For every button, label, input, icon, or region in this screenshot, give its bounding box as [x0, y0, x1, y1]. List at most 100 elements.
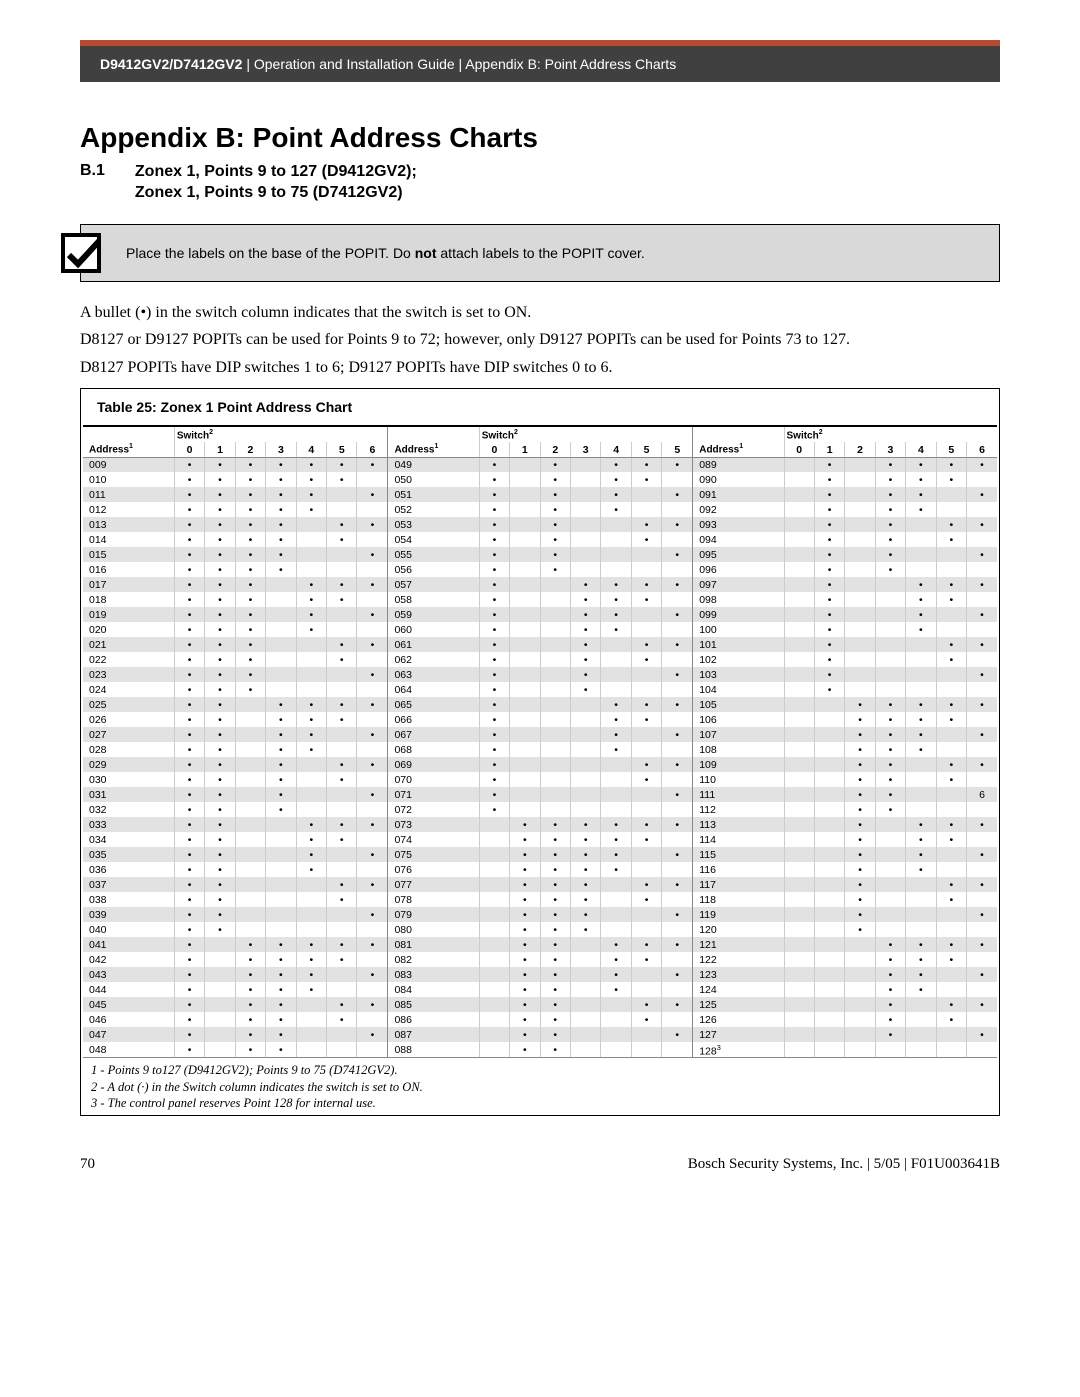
switch-cell: [784, 637, 814, 652]
switch-cell: •: [205, 637, 235, 652]
addr-cell: 075: [388, 847, 479, 862]
switch-cell: [875, 907, 905, 922]
switch-cell: [235, 757, 265, 772]
switch-cell: •: [327, 757, 357, 772]
switch-cell: •: [357, 517, 387, 532]
switch-cell: •: [327, 772, 357, 787]
switch-cell: •: [601, 457, 631, 472]
switch-cell: •: [631, 832, 661, 847]
switch-cell: •: [936, 472, 966, 487]
addr-cell: 039: [83, 907, 174, 922]
addr-cell: 089: [693, 457, 784, 472]
switch-cell: [235, 787, 265, 802]
switch-cell: •: [662, 757, 692, 772]
addr-cell: 123: [693, 967, 784, 982]
addr-cell: 032: [83, 802, 174, 817]
switch-cell: •: [845, 712, 875, 727]
switch-cell: [479, 1027, 509, 1042]
switch-cell: •: [266, 517, 296, 532]
switch-cell: •: [631, 937, 661, 952]
switch-cell: [784, 532, 814, 547]
switch-cell: •: [906, 472, 936, 487]
switch-cell: •: [479, 487, 509, 502]
switch-cell: [814, 982, 844, 997]
addr-cell: 023: [83, 667, 174, 682]
switch-cell: [601, 772, 631, 787]
switch-cell: [936, 907, 966, 922]
switch-cell: [570, 787, 600, 802]
addr-cell: 044: [83, 982, 174, 997]
switch-cell: •: [296, 487, 326, 502]
switch-cell: [784, 877, 814, 892]
switch-cell: [510, 757, 540, 772]
addr-cell: 098: [693, 592, 784, 607]
switch-cell: •: [174, 757, 204, 772]
switch-cell: [814, 997, 844, 1012]
switch-cell: •: [631, 757, 661, 772]
switch-cell: •: [327, 592, 357, 607]
switch-cell: [631, 787, 661, 802]
switch-cell: [784, 757, 814, 772]
switch-cell: •: [357, 937, 387, 952]
switch-cell: [936, 562, 966, 577]
switch-cell: [784, 982, 814, 997]
switch-cell: [510, 502, 540, 517]
switch-cell: •: [845, 742, 875, 757]
switch-cell: •: [967, 907, 997, 922]
switch-cell: •: [936, 592, 966, 607]
switch-cell: •: [601, 982, 631, 997]
switch-cell: •: [875, 1012, 905, 1027]
switch-cell: •: [357, 547, 387, 562]
addr-cell: 063: [388, 667, 479, 682]
switch-cell: •: [235, 577, 265, 592]
addr-cell: 048: [83, 1042, 174, 1057]
switch-cell: •: [357, 577, 387, 592]
addr-cell: 060: [388, 622, 479, 637]
switch-cell: [235, 877, 265, 892]
switch-cell: [631, 622, 661, 637]
switch-cell: •: [266, 787, 296, 802]
switch-cell: •: [906, 712, 936, 727]
switch-cell: •: [906, 937, 936, 952]
switch-cell: •: [540, 892, 570, 907]
switch-cell: [327, 727, 357, 742]
switch-cell: •: [570, 892, 600, 907]
switch-cell: [266, 592, 296, 607]
switch-cell: •: [357, 787, 387, 802]
addr-cell: 122: [693, 952, 784, 967]
switch-cell: •: [205, 607, 235, 622]
switch-cell: [601, 517, 631, 532]
switch-cell: [936, 982, 966, 997]
switch-cell: [784, 727, 814, 742]
switch-cell: •: [510, 907, 540, 922]
switch-cell: [936, 727, 966, 742]
switch-cell: •: [814, 622, 844, 637]
switch-cell: •: [875, 937, 905, 952]
switch-cell: •: [296, 502, 326, 517]
switch-cell: •: [570, 922, 600, 937]
switch-cell: [540, 577, 570, 592]
switch-cell: [205, 952, 235, 967]
addr-cell: 115: [693, 847, 784, 862]
addr-cell: 105: [693, 697, 784, 712]
switch-cell: [875, 622, 905, 637]
switch-cell: [845, 637, 875, 652]
switch-cell: •: [327, 697, 357, 712]
switch-cell: •: [174, 562, 204, 577]
addr-cell: 016: [83, 562, 174, 577]
switch-cell: [784, 997, 814, 1012]
switch-cell: •: [296, 622, 326, 637]
switch-cell: •: [662, 487, 692, 502]
switch-cell: •: [235, 472, 265, 487]
switch-cell: •: [205, 562, 235, 577]
switch-cell: •: [357, 997, 387, 1012]
switch-cell: •: [235, 937, 265, 952]
notice-box: Place the labels on the base of the POPI…: [80, 224, 1000, 282]
addr-cell: 064: [388, 682, 479, 697]
addr-cell: 124: [693, 982, 784, 997]
switch-cell: [906, 877, 936, 892]
switch-cell: [662, 832, 692, 847]
addr-cell: 083: [388, 967, 479, 982]
switch-cell: [296, 907, 326, 922]
switch-cell: •: [327, 892, 357, 907]
